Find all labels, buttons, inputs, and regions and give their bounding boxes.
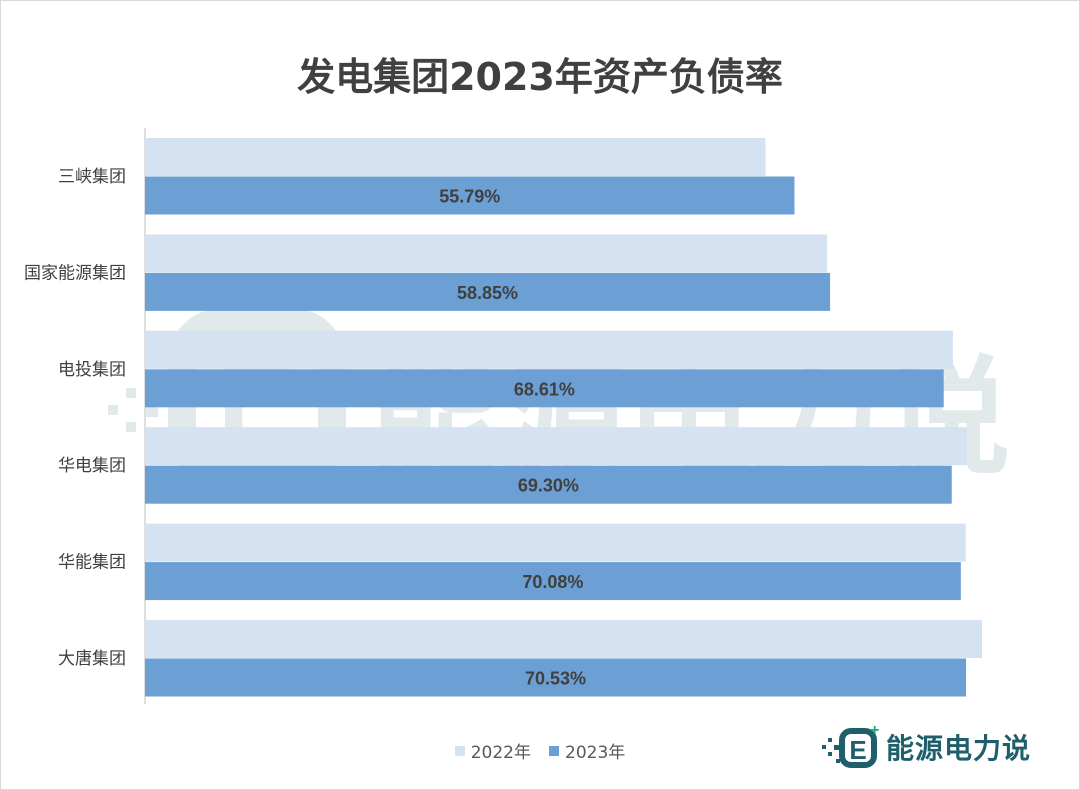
data-label-2023-4: 70.08%: [522, 572, 583, 592]
bar-2023-5: [145, 658, 967, 697]
brand-logo-letter: E: [849, 735, 866, 765]
legend-swatch-2023: [549, 745, 559, 756]
legend-label-2022: 2022年: [470, 743, 531, 763]
bar-2022-5: [145, 620, 983, 658]
bars-layer: [145, 138, 983, 697]
category-label-3: 华电集团: [58, 456, 126, 476]
bar-2022-2: [145, 330, 953, 369]
bar-2022-0: [145, 138, 766, 176]
category-label-1: 国家能源集团: [24, 263, 126, 283]
legend-label-2023: 2023年: [565, 743, 626, 763]
data-labels: 55.79% 58.85% 68.61% 69.30% 70.08% 70.53%: [439, 187, 586, 689]
chart-title: 发电集团2023年资产负债率: [297, 55, 783, 99]
bar-2023-2: [145, 369, 944, 408]
bar-2023-4: [145, 562, 961, 601]
data-label-2023-1: 58.85%: [457, 283, 518, 303]
legend-item-2022: 2022年: [454, 738, 531, 763]
category-label-4: 华能集团: [58, 553, 126, 573]
brand-text: 能源电力说: [886, 732, 1032, 765]
category-label-2: 电投集团: [58, 360, 126, 380]
legend: 2022年 2023年: [0, 738, 1080, 763]
data-label-2023-0: 55.79%: [439, 187, 500, 207]
data-label-2023-3: 69.30%: [518, 476, 579, 496]
legend-swatch-2022: [454, 745, 465, 756]
bar-2023-0: [145, 176, 795, 215]
category-label-5: 大唐集团: [58, 648, 126, 669]
bar-2022-4: [145, 523, 966, 562]
bar-2023-3: [145, 465, 952, 504]
bar-2023-1: [145, 272, 831, 311]
legend-item-2023: 2023年: [549, 738, 625, 763]
svg-text:+: +: [870, 722, 879, 739]
category-label-0: 三峡集团: [58, 167, 126, 187]
bar-2022-3: [145, 427, 967, 466]
bar-2022-1: [145, 234, 828, 273]
data-label-2023-2: 68.61%: [514, 379, 575, 399]
brand-logo: E + 能源电力说: [822, 722, 1031, 772]
data-label-2023-5: 70.53%: [525, 669, 586, 689]
brand-logo-icon: E +: [822, 722, 879, 768]
